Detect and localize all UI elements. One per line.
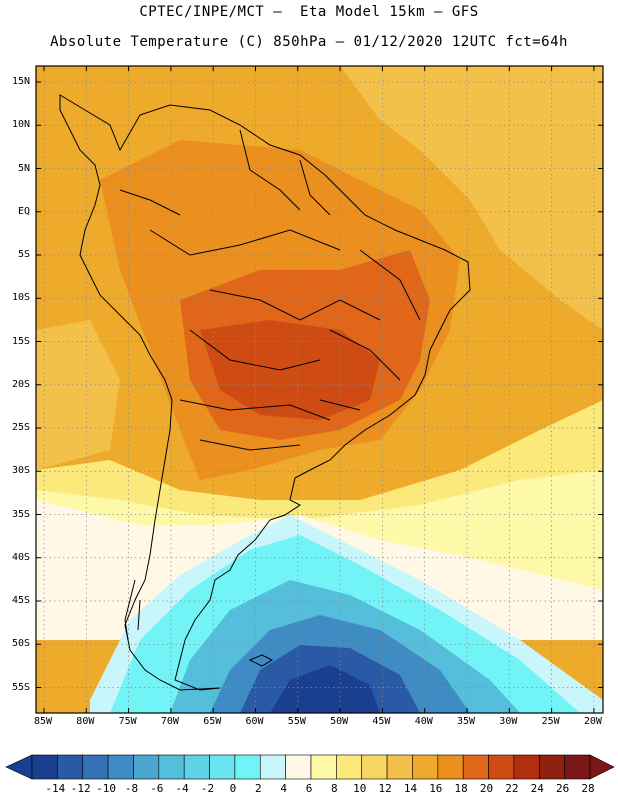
legend-label: -8 bbox=[124, 782, 139, 795]
legend-swatch bbox=[488, 754, 515, 780]
legend-high-arrow bbox=[589, 754, 615, 780]
legend-swatch bbox=[31, 754, 58, 780]
lon-label: 25W bbox=[541, 716, 560, 727]
legend-label: 12 bbox=[378, 782, 392, 795]
legend-swatch bbox=[336, 754, 363, 780]
legend-swatch bbox=[183, 754, 210, 780]
field-gold-atlantic bbox=[340, 66, 603, 330]
lon-label: 75W bbox=[118, 716, 137, 727]
lat-label: 45S bbox=[11, 595, 30, 606]
legend-swatch bbox=[513, 754, 540, 780]
lat-label: 35S bbox=[11, 508, 30, 520]
legend-label: 8 bbox=[331, 782, 338, 795]
map-frame bbox=[35, 65, 604, 714]
legend-swatch bbox=[386, 754, 413, 780]
legend-label: 0 bbox=[229, 782, 237, 795]
south-america-coastline bbox=[59, 94, 471, 691]
lat-label: 5S bbox=[17, 249, 30, 260]
legend-swatch bbox=[158, 754, 185, 780]
legend-swatch bbox=[82, 754, 109, 780]
legend-swatch bbox=[285, 754, 312, 780]
legend-label: 10 bbox=[353, 782, 367, 795]
legend-swatch bbox=[538, 754, 565, 780]
legend-label: 16 bbox=[429, 782, 443, 795]
lat-label: 30S bbox=[11, 465, 30, 477]
legend-swatch bbox=[133, 754, 160, 780]
lon-label: 50W bbox=[330, 716, 349, 727]
lon-label: 70W bbox=[160, 716, 179, 727]
legend-label: 28 bbox=[581, 782, 595, 795]
legend-label: 14 bbox=[403, 782, 418, 795]
lat-label: 5N bbox=[17, 162, 30, 174]
falkland-islands bbox=[248, 654, 274, 667]
legend-swatch bbox=[107, 754, 134, 780]
lon-label: 55W bbox=[287, 716, 306, 727]
temperature-field bbox=[36, 66, 603, 713]
legend-low-arrow bbox=[5, 754, 33, 780]
lat-label: 10N bbox=[11, 119, 30, 131]
legend-swatch bbox=[437, 754, 464, 780]
lat-label: 15S bbox=[11, 335, 30, 347]
coastlines bbox=[59, 94, 471, 691]
legend-label: 22 bbox=[505, 782, 519, 795]
legend-label: 18 bbox=[454, 782, 468, 795]
lat-label: 40S bbox=[11, 551, 30, 563]
legend-label: 26 bbox=[556, 782, 570, 795]
legend-swatch bbox=[234, 754, 261, 780]
legend-swatch bbox=[412, 754, 439, 780]
legend-swatch bbox=[564, 754, 591, 780]
lat-label: 10S bbox=[11, 292, 30, 304]
lon-label: 45W bbox=[372, 716, 391, 727]
axis-ticks bbox=[36, 66, 603, 713]
legend-label: 24 bbox=[530, 782, 544, 795]
lon-label: 30W bbox=[499, 716, 518, 727]
legend-label: -6 bbox=[150, 782, 164, 795]
field-red-core bbox=[200, 320, 380, 420]
legend-swatch bbox=[361, 754, 388, 780]
legend-label: -10 bbox=[96, 782, 117, 795]
map-title: CPTEC/INPE/MCT – Eta Model 15km – GFS bbox=[139, 4, 479, 20]
legend-swatch bbox=[209, 754, 236, 780]
lon-label: 35W bbox=[457, 716, 476, 727]
map-subtitle: Absolute Temperature (C) 850hPa – 01/12/… bbox=[50, 34, 568, 50]
lon-label: 60W bbox=[245, 716, 264, 727]
legend-label: -4 bbox=[175, 782, 189, 795]
legend-swatch bbox=[462, 754, 489, 780]
legend-label: 20 bbox=[479, 782, 494, 795]
lat-label: 50S bbox=[11, 638, 30, 650]
border-lines bbox=[119, 129, 421, 451]
legend-label: 4 bbox=[280, 782, 287, 795]
legend-swatch bbox=[310, 754, 337, 780]
legend-label: -12 bbox=[70, 782, 91, 795]
lat-label: 20S bbox=[11, 378, 30, 390]
chile-coast-islands bbox=[124, 579, 141, 641]
legend-label: 6 bbox=[305, 782, 313, 795]
legend-swatch bbox=[57, 754, 84, 780]
lon-label: 40W bbox=[414, 716, 433, 727]
lat-lon-grid bbox=[36, 66, 603, 713]
lon-label: 85W bbox=[34, 716, 53, 727]
color-legend bbox=[5, 754, 615, 780]
lat-label: 55S bbox=[11, 681, 30, 693]
lon-label: 20W bbox=[583, 716, 602, 727]
lat-label: EQ bbox=[17, 205, 30, 217]
lat-label: 25S bbox=[11, 422, 30, 433]
lat-label: 15N bbox=[11, 76, 30, 87]
legend-label: -2 bbox=[200, 782, 215, 795]
lon-label: 80W bbox=[76, 716, 95, 727]
field-gold-pacific bbox=[36, 320, 120, 470]
legend-label: -14 bbox=[45, 782, 66, 795]
legend-label: 2 bbox=[254, 782, 262, 795]
lon-label: 65W bbox=[203, 716, 222, 727]
legend-swatch bbox=[259, 754, 286, 780]
